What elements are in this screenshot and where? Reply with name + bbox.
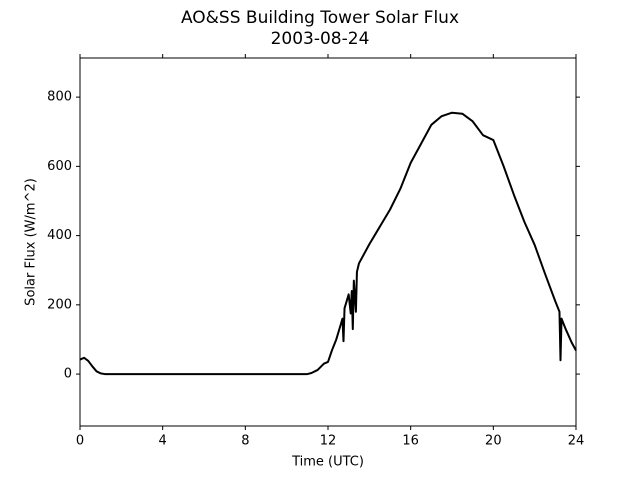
y-tick-label: 200 [47, 297, 72, 312]
x-tick-label: 4 [159, 434, 167, 449]
y-tick-label: 800 [47, 90, 72, 105]
x-tick-label: 0 [76, 434, 84, 449]
data-line [79, 111, 577, 376]
y-tick-label: 400 [47, 228, 72, 243]
y-axis-label: Solar Flux (W/m^2) [24, 178, 39, 306]
x-tick-label: 12 [320, 434, 337, 449]
plot-frame [79, 57, 577, 427]
chart-title: AO&SS Building Tower Solar Flux [181, 8, 459, 28]
x-tick-label: 24 [568, 434, 585, 449]
x-tick-label: 8 [241, 434, 249, 449]
y-tick-label: 0 [64, 367, 72, 382]
y-tick-label: 600 [47, 159, 72, 174]
x-tick-label: 20 [485, 434, 502, 449]
x-axis-label: Time (UTC) [291, 455, 364, 470]
x-tick-label: 16 [402, 434, 419, 449]
chart-subtitle: 2003-08-24 [271, 29, 370, 49]
